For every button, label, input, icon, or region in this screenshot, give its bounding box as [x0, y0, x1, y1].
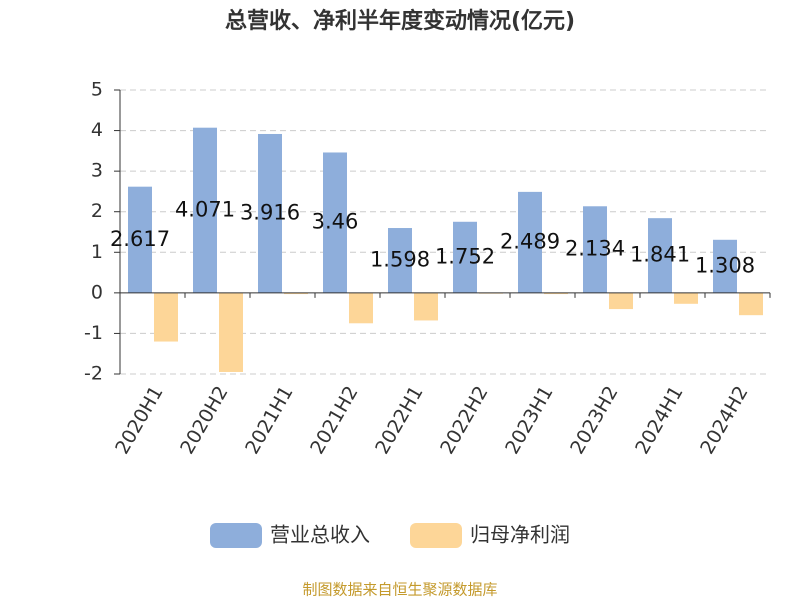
y-tick-label: 0 — [91, 281, 103, 303]
x-tick-label: 2023H2 — [566, 382, 622, 458]
data-label: 1.598 — [370, 247, 430, 271]
y-tick-label: 1 — [91, 241, 103, 263]
data-label: 2.134 — [565, 237, 625, 261]
bar — [609, 292, 633, 310]
x-tick-label: 2022H1 — [371, 382, 427, 458]
data-label: 2.617 — [110, 227, 170, 251]
data-label: 1.308 — [695, 253, 755, 277]
bar — [583, 206, 607, 293]
x-tick-label: 2022H2 — [436, 382, 492, 458]
bar — [128, 186, 152, 293]
bar — [284, 292, 308, 295]
bar — [349, 292, 373, 324]
bar — [388, 228, 412, 293]
data-label: 3.916 — [240, 200, 300, 224]
bar — [453, 221, 477, 293]
bar — [648, 218, 672, 293]
y-tick-label: 2 — [91, 200, 103, 222]
data-label: 1.752 — [435, 244, 495, 268]
bar — [739, 292, 763, 316]
bar — [219, 292, 243, 372]
bar — [323, 152, 347, 293]
bar — [518, 191, 542, 293]
data-label: 4.071 — [175, 197, 235, 221]
data-label: 2.489 — [500, 229, 560, 253]
data-label: 1.841 — [630, 243, 690, 267]
bar — [258, 133, 282, 293]
bar — [154, 292, 178, 342]
data-label: 3.46 — [312, 210, 359, 234]
y-tick-label: 3 — [91, 160, 103, 182]
legend-label: 营业总收入 — [270, 523, 370, 547]
x-tick-label: 2024H1 — [631, 382, 687, 458]
y-tick-label: -2 — [84, 363, 103, 385]
source-note: 制图数据来自恒生聚源数据库 — [302, 581, 497, 599]
bar — [713, 239, 737, 293]
x-tick-label: 2021H1 — [241, 382, 297, 458]
x-tick-label: 2024H2 — [696, 382, 752, 458]
bar — [544, 292, 568, 295]
bar — [193, 127, 217, 293]
bar — [414, 292, 438, 321]
x-tick-label: 2021H2 — [306, 382, 362, 458]
legend-label: 归母净利润 — [470, 523, 570, 547]
y-tick-label: 5 — [91, 79, 103, 101]
x-tick-label: 2020H2 — [176, 382, 232, 458]
x-tick-label: 2023H1 — [501, 382, 557, 458]
legend-swatch — [410, 523, 462, 548]
chart-title: 总营收、净利半年度变动情况(亿元) — [225, 8, 575, 34]
y-tick-label: -1 — [84, 322, 103, 344]
y-tick-label: 4 — [91, 119, 103, 141]
x-tick-label: 2020H1 — [111, 382, 167, 458]
bar — [674, 292, 698, 304]
legend-swatch — [210, 523, 262, 548]
